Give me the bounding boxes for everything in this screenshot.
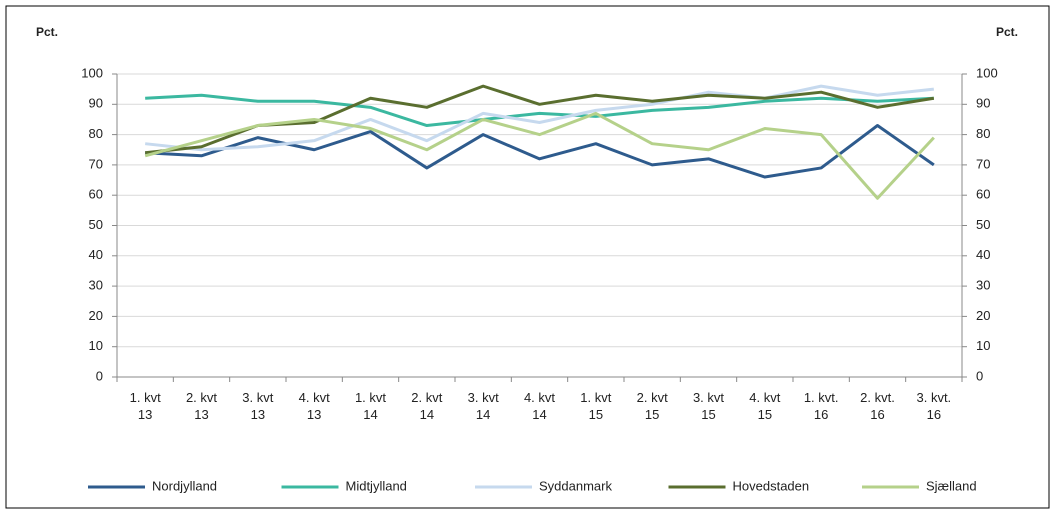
- legend-label: Sjælland: [926, 478, 977, 493]
- y-tick-label: 90: [89, 96, 103, 111]
- y2-tick-label: 70: [976, 156, 990, 171]
- y2-tick-label: 50: [976, 217, 990, 232]
- x-tick-label: 4. kvt 15: [749, 390, 781, 422]
- y-tick-label: 60: [89, 187, 103, 202]
- x-tick-label: 1. kvt 14: [354, 390, 387, 422]
- y-tick-label: 50: [89, 217, 103, 232]
- y-tick-label: 80: [89, 126, 103, 141]
- y-tick-label: 20: [89, 308, 103, 323]
- series-line: [145, 124, 935, 179]
- y2-tick-label: 40: [976, 247, 990, 262]
- legend-label: Hovedstaden: [733, 478, 810, 493]
- x-tick-label: 3. kvt 15: [692, 390, 725, 422]
- y-tick-label: 100: [81, 65, 103, 80]
- x-tick-label: 2. kvt 13: [185, 390, 218, 422]
- y2-tick-label: 20: [976, 308, 990, 323]
- x-tick-label: 3. kvt. 16: [916, 390, 952, 422]
- legend-label: Nordjylland: [152, 478, 217, 493]
- y-tick-label: 30: [89, 278, 103, 293]
- y2-tick-label: 90: [976, 96, 990, 111]
- y2-tick-label: 60: [976, 187, 990, 202]
- x-tick-label: 1. kvt. 16: [803, 390, 839, 422]
- y-tick-label: 0: [96, 368, 103, 383]
- y2-tick-label: 10: [976, 338, 990, 353]
- y-tick-label: 70: [89, 156, 103, 171]
- x-tick-label: 3. kvt 13: [242, 390, 274, 422]
- y-axis-label: Pct.: [36, 25, 58, 39]
- series-line: [144, 111, 935, 200]
- x-tick-label: 3. kvt 14: [467, 390, 499, 422]
- x-tick-label: 2. kvt 15: [636, 390, 668, 422]
- chart-frame: [5, 5, 1050, 509]
- y2-tick-label: 30: [976, 278, 990, 293]
- x-tick-label: 2. kvt 14: [411, 390, 443, 422]
- series-line: [145, 84, 935, 155]
- x-tick-label: 4. kvt 13: [298, 390, 330, 422]
- legend-label: Syddanmark: [539, 478, 612, 493]
- legend-label: Midtjylland: [346, 478, 407, 493]
- x-tick-label: 4. kvt 14: [523, 390, 556, 422]
- y-tick-label: 40: [89, 247, 103, 262]
- y-tick-label: 10: [89, 338, 103, 353]
- y2-tick-label: 80: [976, 126, 990, 141]
- x-tick-label: 1. kvt 15: [580, 390, 612, 422]
- series-line: [145, 93, 934, 128]
- y2-axis-label: Pct.: [996, 25, 1018, 39]
- series-line: [145, 84, 934, 152]
- x-tick-label: 2. kvt. 16: [860, 390, 895, 422]
- y2-tick-label: 100: [976, 65, 998, 80]
- x-tick-label: 1. kvt 13: [129, 390, 161, 422]
- y2-tick-label: 0: [976, 368, 983, 383]
